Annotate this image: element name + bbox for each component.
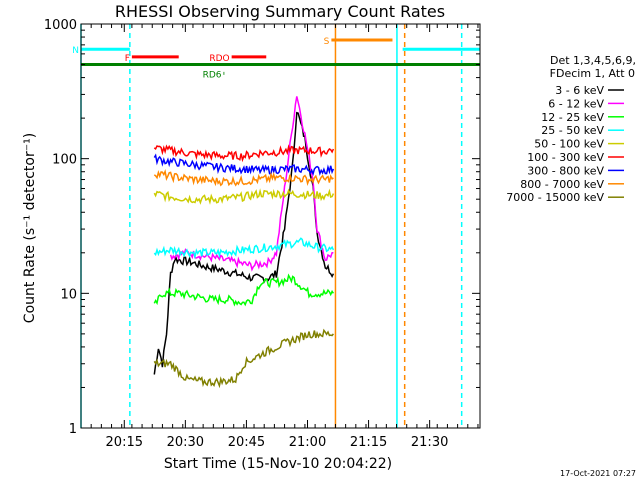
axes-layer: 1 10 100 1000 20:15 20:30 20:45 21:00 21:15 21:30	[44, 18, 481, 450]
legend-label: 7000 - 15000 keV	[506, 191, 604, 204]
flag-label-f: F	[125, 54, 130, 64]
flag-label-rd6: RD6	[203, 70, 222, 80]
legend-label: 50 - 100 keV	[534, 138, 604, 151]
legend-label: 6 - 12 keV	[548, 97, 604, 110]
series-line-300-800-kev	[153, 153, 335, 176]
legend-header: Det 1,3,4,5,6,9,	[550, 54, 636, 67]
x-tick-label: 21:30	[411, 435, 448, 450]
legend: Det 1,3,4,5,6,9,FDecim 1, Att 0 3 - 6 keV…	[506, 54, 636, 204]
legend-label: 800 - 7000 keV	[520, 178, 604, 191]
x-tick-label: 20:30	[167, 435, 204, 450]
series-line-7000-15000-kev	[153, 328, 334, 389]
series-layer	[153, 96, 335, 389]
series-line-6-12-kev	[169, 96, 334, 272]
chart-title: RHESSI Observing Summary Count Rates	[115, 2, 445, 21]
series-line-800-7000-kev	[153, 168, 334, 187]
flag-label-s: S	[324, 37, 330, 47]
series-line-12-25-kev	[153, 273, 335, 307]
legend-label: 12 - 25 keV	[541, 111, 604, 124]
series-line-100-300-kev	[153, 144, 335, 163]
x-tick-label: 20:15	[106, 435, 143, 450]
x-tick-label: 21:00	[289, 435, 326, 450]
x-tick-label: 21:15	[350, 435, 387, 450]
legend-header: FDecim 1, Att 0	[550, 67, 635, 80]
legend-label: 300 - 800 keV	[527, 164, 604, 177]
y-axis-label: Count Rate (s⁻¹ detector⁻¹)	[22, 133, 38, 323]
legend-label: 25 - 50 keV	[541, 124, 604, 137]
y-tick-label: 1	[69, 422, 77, 437]
x-tick-label: 20:45	[228, 435, 265, 450]
y-tick-label: 100	[52, 153, 77, 168]
flag-label-n: N	[72, 46, 79, 56]
plot-frame	[80, 23, 481, 429]
footer-date: 17-Oct-2021 07:27	[560, 469, 636, 478]
series-line-25-50-kev	[153, 237, 335, 260]
legend-label: 100 - 300 keV	[527, 151, 604, 164]
x-axis-label: Start Time (15-Nov-10 20:04:22)	[164, 456, 392, 472]
flag-label-rdo: RDO	[209, 54, 229, 64]
series-line-3-6-kev	[153, 111, 335, 375]
y-tick-label: 1000	[44, 18, 77, 33]
legend-label: 3 - 6 keV	[555, 84, 604, 97]
series-line-50-100-kev	[153, 188, 335, 205]
y-tick-label: 10	[60, 287, 77, 302]
